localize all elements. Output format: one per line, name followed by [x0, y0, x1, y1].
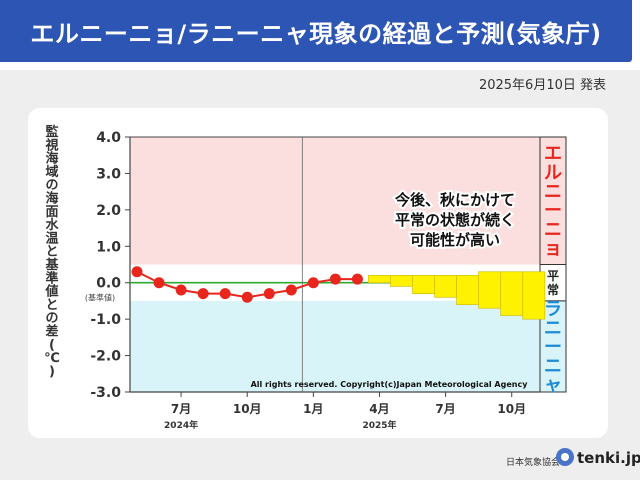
- zone-label-char: ニ: [544, 220, 562, 241]
- y-axis-label-char: と: [45, 245, 58, 260]
- zero-sublabel: (基準値): [85, 293, 115, 303]
- observed-point: [307, 277, 319, 289]
- zone-bg: [130, 137, 540, 265]
- footer-brand[interactable]: tenki.jp: [577, 449, 640, 467]
- y-tick-label: 0.0: [96, 276, 121, 292]
- x-tick-label: 1月: [303, 402, 323, 416]
- y-tick-label: 2.0: [96, 203, 121, 219]
- y-tick-label: 3.0: [96, 166, 121, 182]
- y-axis-label-char: 準: [45, 270, 58, 286]
- announce-date: 2025年6月10日 発表: [478, 78, 606, 93]
- y-axis-label-char: 視: [44, 137, 58, 153]
- forecast-bar: [412, 275, 435, 294]
- y-axis-label-char: ℃: [44, 351, 60, 366]
- y-axis-label-char: 値: [44, 284, 58, 300]
- observed-point: [175, 284, 187, 296]
- zone-label-char: 平: [547, 269, 559, 283]
- forecast-bars: [368, 271, 546, 320]
- y-axis-label-char: の: [45, 311, 58, 326]
- header: エルニーニョ/ラニーニャ現象の経過と予測(気象庁): [0, 0, 640, 70]
- y-axis-label-char: (: [49, 338, 55, 353]
- observed-point: [153, 277, 165, 289]
- axes: 4.03.02.01.00.0-1.0-2.0-3.0(基準値)7月2024年1…: [44, 124, 540, 431]
- zone-label-char: ー: [544, 201, 562, 222]
- forecast-bar: [456, 275, 480, 305]
- y-tick-label: 1.0: [96, 239, 121, 255]
- y-axis-label-char: と: [45, 298, 58, 313]
- copyright-text: All rights reserved. Copyright(c)Japan M…: [251, 380, 529, 389]
- zone-label-char: エ: [544, 144, 562, 165]
- y-axis-label-char: 海: [45, 191, 58, 207]
- y-axis-label-char: 基: [44, 257, 59, 273]
- observed-point: [263, 288, 275, 300]
- x-tick-label: 4月: [369, 402, 389, 416]
- observed-point: [131, 266, 143, 278]
- observed-point: [241, 291, 253, 303]
- forecast-annotation-line: 平常の状態が続く: [395, 211, 515, 229]
- x-tick-label: 7月: [171, 402, 191, 416]
- y-axis-label-char: 水: [45, 217, 59, 233]
- y-tick-label: -1.0: [90, 312, 121, 328]
- zone-label-char: ニ: [544, 356, 562, 377]
- forecast-bar: [478, 271, 502, 309]
- zone-legend-box: [539, 136, 567, 265]
- observed-point: [197, 288, 209, 300]
- x-tick-label: 10月: [233, 402, 262, 416]
- y-axis-label-char: 海: [45, 151, 58, 167]
- zone-label-char: ョ: [544, 239, 562, 260]
- observed-point: [351, 273, 363, 285]
- x-tick-label: 10月: [497, 402, 526, 416]
- zone-label-char: ニ: [544, 182, 562, 203]
- x-year-label: 2024年: [164, 419, 198, 431]
- zone-label-char: ラ: [544, 299, 562, 320]
- y-axis-label-char: 温: [45, 231, 58, 246]
- y-axis-label-char: 差: [45, 324, 58, 340]
- forecast-bar: [500, 271, 524, 316]
- footer-org: 日本気象協会: [506, 458, 561, 468]
- observed-point: [219, 288, 231, 300]
- forecast-bar: [368, 275, 391, 284]
- forecast-annotation-line: 可能性が高い: [410, 231, 500, 249]
- x-year-label: 2025年: [362, 419, 396, 431]
- y-tick-label: -2.0: [90, 349, 121, 365]
- y-axis-label-char: ): [49, 364, 55, 379]
- y-axis-label-char: 域: [45, 164, 58, 180]
- y-axis-label-char: 面: [45, 205, 58, 220]
- zone-label-char: ャ: [544, 375, 562, 396]
- page-title: エルニーニョ/ラニーニャ現象の経過と予測(気象庁): [30, 20, 602, 48]
- y-axis-label-char: 監: [45, 124, 58, 140]
- zone-bg: [130, 300, 540, 392]
- zone-label-char: 常: [547, 282, 559, 297]
- forecast-bar: [522, 271, 546, 320]
- y-tick-label: 4.0: [96, 130, 121, 146]
- forecast-bar: [434, 275, 457, 298]
- observed-point: [285, 284, 297, 296]
- y-axis-label-char: の: [45, 178, 58, 193]
- title-bar: エルニーニョ/ラニーニャ現象の経過と予測(気象庁): [0, 0, 632, 62]
- zone-label-char: ニ: [544, 318, 562, 339]
- tenki-logo-icon: [556, 448, 574, 466]
- x-tick-label: 7月: [435, 402, 455, 416]
- observed-series: [131, 266, 363, 303]
- observed-point: [329, 273, 341, 285]
- forecast-annotation-line: 今後、秋にかけて: [394, 191, 515, 209]
- zone-label-char: ル: [544, 163, 562, 184]
- forecast-bar: [390, 275, 413, 287]
- zone-label-char: ー: [544, 337, 562, 358]
- y-tick-label: -3.0: [90, 385, 121, 401]
